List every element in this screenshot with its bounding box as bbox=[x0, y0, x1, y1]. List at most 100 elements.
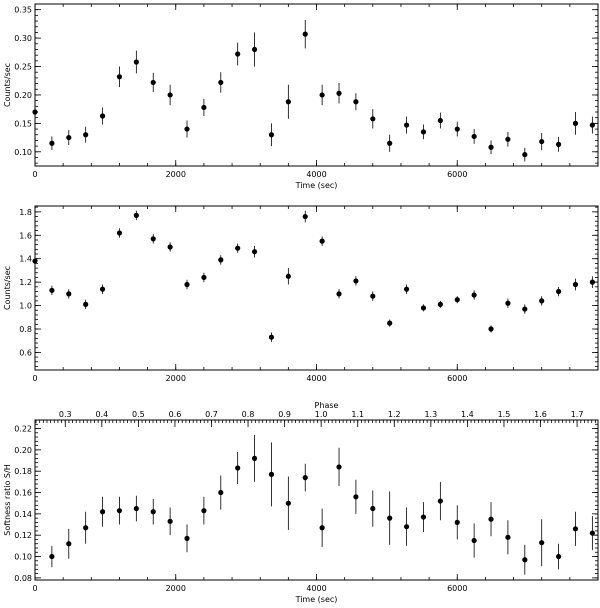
data-point bbox=[285, 99, 291, 105]
phase-tick-label: 0.4 bbox=[95, 410, 108, 419]
data-point bbox=[251, 249, 258, 255]
data-point bbox=[572, 281, 579, 288]
data-point bbox=[150, 79, 156, 86]
data-point bbox=[589, 122, 595, 128]
phase-tick-label: 0.3 bbox=[59, 410, 72, 419]
data-point bbox=[285, 500, 291, 506]
phase-tick-label: 0.8 bbox=[242, 410, 255, 419]
phase-tick-label: 1.3 bbox=[424, 410, 437, 419]
data-point bbox=[370, 293, 376, 299]
y-tick-label: 0.35 bbox=[14, 6, 32, 15]
data-point bbox=[353, 494, 359, 500]
phase-tick-label: 0.9 bbox=[278, 410, 291, 419]
data-point bbox=[99, 286, 106, 292]
data-point bbox=[403, 286, 410, 292]
data-point bbox=[150, 236, 156, 242]
data-point bbox=[319, 92, 325, 98]
data-point bbox=[387, 320, 393, 326]
x-tick-label: 0 bbox=[32, 584, 37, 593]
data-point bbox=[201, 104, 207, 111]
data-point bbox=[83, 525, 89, 531]
phase-tick-label: 0.7 bbox=[205, 410, 218, 419]
data-point bbox=[66, 291, 72, 297]
data-point bbox=[403, 524, 410, 530]
y-tick-label: 0.20 bbox=[14, 91, 32, 100]
data-point bbox=[539, 540, 545, 546]
data-point bbox=[32, 258, 38, 264]
data-point bbox=[437, 301, 443, 307]
data-point bbox=[133, 505, 139, 512]
data-point bbox=[99, 509, 106, 515]
data-point bbox=[454, 519, 460, 526]
y-axis-label: Counts/sec bbox=[3, 63, 12, 107]
data-point bbox=[505, 300, 511, 306]
data-point bbox=[133, 212, 139, 218]
data-point bbox=[420, 514, 427, 520]
phase-tick-label: 1.4 bbox=[461, 410, 474, 419]
data-point bbox=[505, 136, 511, 142]
x-tick-label: 6000 bbox=[447, 374, 467, 383]
data-point bbox=[454, 297, 460, 303]
data-point bbox=[201, 508, 207, 514]
data-point bbox=[49, 553, 55, 560]
data-point bbox=[522, 557, 528, 563]
data-point bbox=[353, 278, 359, 284]
y-tick-label: 0.14 bbox=[14, 510, 32, 519]
data-point bbox=[420, 305, 427, 311]
y-tick-label: 1.4 bbox=[19, 255, 32, 264]
x-axis-label: Time (sec) bbox=[295, 595, 338, 604]
data-point bbox=[133, 59, 139, 65]
phase-tick-label: 0.5 bbox=[132, 410, 145, 419]
data-point bbox=[370, 116, 376, 122]
data-point bbox=[319, 525, 325, 531]
x-tick-label: 4000 bbox=[306, 374, 326, 383]
data-point bbox=[302, 213, 308, 220]
data-point bbox=[167, 518, 173, 524]
data-point bbox=[336, 291, 342, 297]
data-point bbox=[32, 109, 38, 115]
data-point bbox=[99, 113, 106, 119]
data-point bbox=[251, 46, 258, 53]
x-tick-label: 4000 bbox=[306, 584, 326, 593]
data-point bbox=[488, 144, 494, 150]
panel-bottom-softness: 0 2000 4000 6000 0.08 0.10 0.12 0.14 0.16 0.18 0.2… bbox=[3, 401, 599, 604]
data-point bbox=[49, 140, 55, 146]
y-tick-label: 1.2 bbox=[19, 278, 32, 287]
phase-tick-label: 1.0 bbox=[315, 410, 328, 419]
panel-top-counts: 0 2000 4000 6000 0.10 0.15 0.20 0.25 0.30 0.35 Tim… bbox=[3, 3, 599, 190]
data-point bbox=[268, 132, 275, 138]
data-point bbox=[370, 505, 376, 512]
data-point bbox=[403, 122, 410, 128]
data-point bbox=[218, 489, 224, 496]
phase-tick-label: 1.6 bbox=[534, 410, 547, 419]
data-point bbox=[437, 498, 443, 504]
y-tick-label: 0.18 bbox=[14, 467, 32, 476]
y-tick-label: 1.6 bbox=[19, 231, 32, 240]
x-tick-label: 2000 bbox=[166, 170, 186, 179]
data-point bbox=[420, 129, 427, 135]
data-point bbox=[589, 530, 595, 536]
data-point bbox=[116, 508, 123, 514]
data-point bbox=[454, 126, 460, 132]
data-point bbox=[150, 509, 156, 515]
data-point bbox=[218, 257, 224, 263]
data-point bbox=[201, 274, 207, 281]
phase-tick-label: 1.5 bbox=[498, 410, 511, 419]
data-point bbox=[66, 541, 72, 547]
data-point bbox=[539, 138, 545, 145]
data-point bbox=[555, 553, 562, 560]
phase-axis-label: Phase bbox=[315, 401, 339, 410]
phase-tick-label: 0.6 bbox=[169, 410, 182, 419]
x-tick-label: 2000 bbox=[166, 374, 186, 383]
data-point bbox=[83, 132, 89, 138]
data-point bbox=[488, 326, 494, 332]
y-tick-label: 1.8 bbox=[19, 208, 32, 217]
data-point bbox=[387, 140, 393, 146]
data-point bbox=[167, 92, 173, 98]
x-tick-label: 4000 bbox=[306, 170, 326, 179]
data-point bbox=[471, 133, 477, 140]
data-point bbox=[184, 281, 190, 288]
data-point bbox=[555, 141, 562, 147]
y-tick-label: 1.0 bbox=[19, 302, 32, 311]
data-point bbox=[49, 287, 55, 293]
